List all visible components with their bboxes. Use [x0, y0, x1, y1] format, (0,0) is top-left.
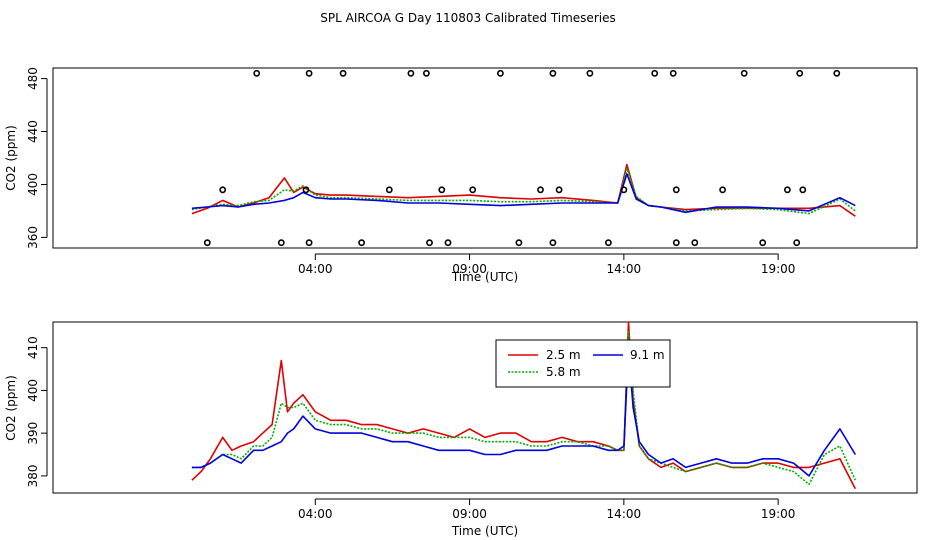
top-panel-point: [719, 186, 726, 194]
top-panel-xtick-label: 19:00: [761, 262, 796, 276]
top-panel-series-9-1-m-line: [191, 173, 856, 214]
bottom-panel-yticks: 380 390 400 410: [26, 336, 48, 487]
top-panel-point: [469, 186, 477, 194]
top-panel-yticks: 360 400 440 480: [26, 67, 48, 249]
top-panel-ytick-label: 400: [26, 173, 40, 196]
top-panel-point: [407, 69, 415, 77]
bottom-panel-ytick-label: 400: [26, 379, 40, 402]
bottom-panel-xtick-label: 04:00: [298, 507, 333, 521]
top-panel-point: [796, 69, 804, 77]
bottom-panel-series: [191, 321, 857, 490]
top-panel-point: [549, 239, 557, 247]
legend: 2.5 m 5.8 m 9.1 m: [495, 339, 671, 388]
legend-label-9-1m: 9.1 m: [630, 348, 665, 362]
top-panel-frame: [52, 67, 918, 249]
top-panel-point: [793, 239, 801, 247]
top-panel-point: [305, 239, 313, 247]
top-panel-point: [586, 69, 594, 77]
top-panel-point: [605, 239, 612, 247]
top-panel-point: [691, 239, 699, 247]
top-panel-point: [669, 69, 677, 77]
bottom-panel-series-5-8-m-line: [191, 329, 857, 486]
top-panel-point: [358, 239, 365, 247]
top-panel-point: [651, 69, 659, 77]
bottom-panel-frame: [52, 321, 918, 494]
top-panel-point: [784, 186, 791, 194]
top-panel-point: [537, 186, 544, 194]
top-panel-point: [302, 186, 310, 194]
bottom-panel-ytick-label: 380: [26, 464, 40, 487]
legend-label-5-8m: 5.8 m: [546, 365, 581, 379]
top-panel-xtick-label: 09:00: [452, 262, 487, 276]
top-panel-ytick-label: 360: [26, 226, 40, 249]
top-panel-point: [203, 239, 211, 247]
top-panel-point: [740, 69, 748, 77]
legend-label-2-5m: 2.5 m: [546, 348, 581, 362]
bottom-panel-xtick-label: 14:00: [607, 507, 642, 521]
bottom-panel-ytick-label: 410: [26, 336, 40, 359]
top-panel-point: [277, 239, 285, 247]
top-panel-points: [203, 69, 841, 247]
top-panel-xticks: 04:00 09:00 14:00 19:00: [298, 253, 796, 276]
legend-box: [495, 339, 671, 388]
top-panel-xtick-label: 04:00: [298, 262, 333, 276]
top-panel-point: [833, 69, 841, 77]
top-panel-point: [496, 69, 504, 77]
bottom-panel-xtick-label: 19:00: [761, 507, 796, 521]
top-panel-point: [672, 186, 680, 194]
top-panel-point: [305, 69, 313, 77]
top-panel-xtick-label: 14:00: [607, 262, 642, 276]
top-panel-point: [253, 69, 261, 77]
figure-title: SPL AIRCOA G Day 110803 Calibrated Times…: [320, 11, 615, 25]
bottom-panel-xtick-label: 09:00: [452, 507, 487, 521]
bottom-panel: 04:00 09:00 14:00 19:00 380 390 400 410 Time (…: [4, 321, 918, 538]
top-panel-ytick-label: 480: [26, 67, 40, 90]
top-panel-point: [555, 186, 563, 194]
top-panel-point: [799, 186, 807, 194]
top-panel-point: [219, 186, 227, 194]
bottom-panel-xticks: 04:00 09:00 14:00 19:00: [298, 498, 796, 521]
top-panel-point: [515, 239, 523, 247]
top-panel-point: [444, 239, 452, 247]
top-panel-point: [759, 239, 767, 247]
top-panel-series: [191, 163, 856, 217]
top-panel-ytick-label: 440: [26, 120, 40, 143]
top-panel-point: [672, 239, 680, 247]
top-panel-xlabel: Time (UTC): [451, 270, 518, 284]
top-panel-point: [549, 69, 557, 77]
top-panel-point: [426, 239, 433, 247]
bottom-panel-ylabel: CO2 (ppm): [4, 375, 18, 441]
top-panel-point: [422, 69, 430, 77]
top-panel-point: [438, 186, 446, 194]
top-panel-point: [620, 186, 628, 194]
top-panel-series-5-8-m-line: [191, 167, 856, 215]
top-panel-ylabel: CO2 (ppm): [4, 125, 18, 191]
top-panel: 04:00 09:00 14:00 19:00 360 400 440 480 Time (…: [4, 67, 918, 284]
bottom-panel-series-9-1-m-line: [191, 346, 856, 477]
bottom-panel-ytick-label: 390: [26, 422, 40, 445]
top-panel-point: [339, 69, 347, 77]
top-panel-point: [385, 186, 393, 194]
bottom-panel-xlabel: Time (UTC): [451, 524, 518, 538]
